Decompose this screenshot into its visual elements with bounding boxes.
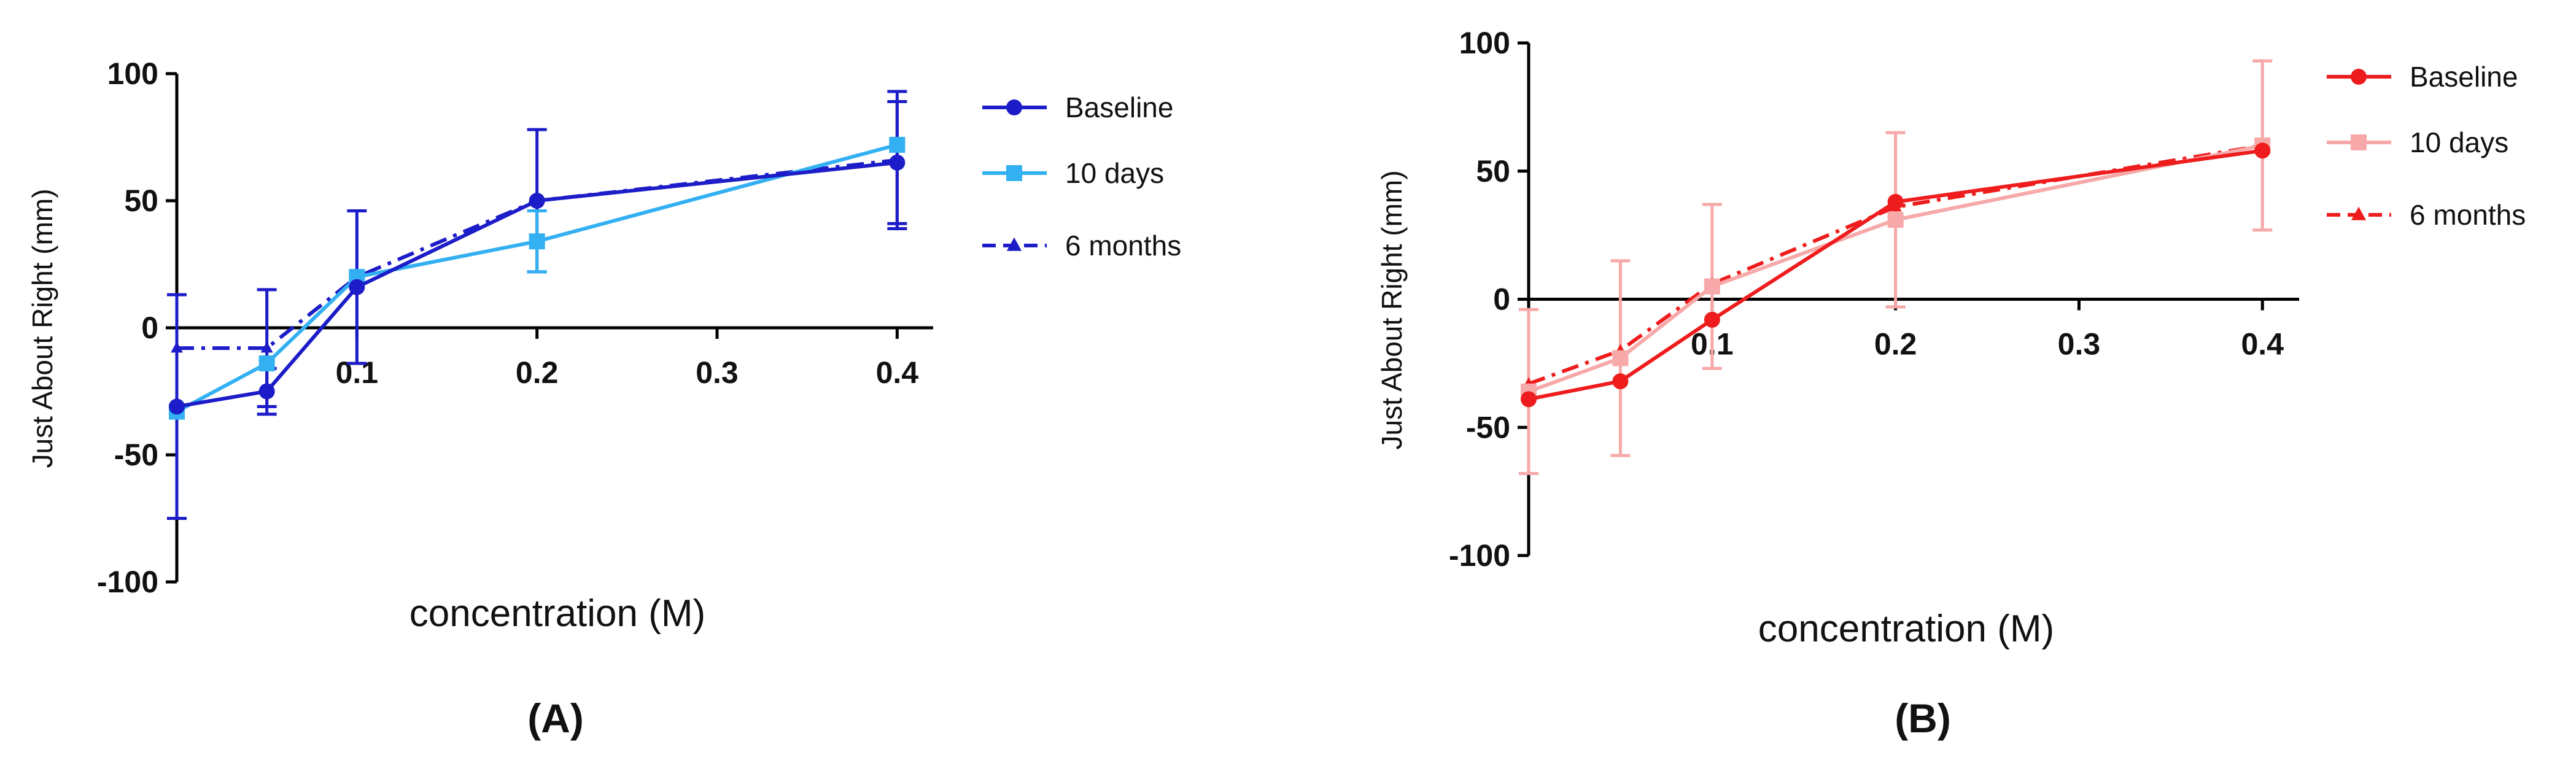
legend-marker [2351, 206, 2367, 220]
data-point [260, 341, 273, 353]
legend-label: 6 months [1065, 230, 1181, 261]
data-point [529, 233, 545, 250]
data-point [529, 193, 545, 209]
legend-marker [2351, 69, 2367, 85]
y-tick-label: 50 [124, 184, 158, 218]
y-axis-label: Just About Right (mm) [1376, 170, 1408, 449]
legend-marker [1006, 99, 1022, 115]
y-tick-label: 0 [141, 311, 158, 345]
x-tick-label: 0.3 [2058, 327, 2101, 362]
data-point [2254, 142, 2271, 159]
data-point [1612, 373, 1629, 390]
legend-label: Baseline [2410, 61, 2518, 93]
y-tick-label: -50 [114, 438, 158, 472]
x-tick-label: 0.4 [876, 355, 919, 390]
y-tick-label: -100 [1449, 538, 1510, 573]
panel-label: (B) [1895, 695, 1951, 741]
data-point [171, 341, 183, 353]
y-axis-label: Just About Right (mm) [26, 188, 58, 468]
data-point [1704, 311, 1720, 328]
data-point [258, 355, 275, 371]
legend-label: 10 days [1065, 157, 1164, 189]
x-axis-label: concentration (M) [409, 592, 705, 635]
data-point [1612, 350, 1629, 366]
data-point [1521, 391, 1537, 408]
legend-label: Baseline [1065, 91, 1173, 123]
chart-panel-b: Just About Right (mm) concentration (M) … [1376, 26, 2526, 741]
chart-panel-a: Just About Right (mm) concentration (M) … [26, 56, 1181, 741]
legend-label: 10 days [2410, 126, 2508, 158]
x-tick-label: 0.4 [2241, 327, 2284, 362]
data-point [889, 136, 906, 153]
y-tick-label: 50 [1476, 154, 1510, 188]
legend-marker [1006, 165, 1022, 181]
y-tick-label: 0 [1493, 282, 1510, 317]
legend-label: 6 months [2410, 199, 2526, 231]
legend-marker [2351, 134, 2367, 150]
data-point [1704, 278, 1720, 295]
y-tick-label: 100 [1459, 26, 1510, 60]
y-tick-label: 100 [107, 56, 158, 91]
data-point [1887, 193, 1904, 210]
x-tick-label: 0.2 [516, 355, 559, 390]
data-point [258, 383, 275, 400]
x-tick-label: 0.3 [696, 355, 739, 390]
data-point [349, 279, 365, 295]
y-tick-label: -50 [1466, 410, 1510, 444]
data-point [1887, 212, 1904, 228]
panel-label: (A) [527, 695, 584, 741]
y-tick-label: -100 [97, 565, 158, 599]
data-point [169, 398, 185, 415]
x-axis-label: concentration (M) [1758, 608, 2054, 650]
data-point [889, 154, 906, 171]
x-tick-label: 0.2 [1874, 327, 1917, 362]
legend-marker [1006, 237, 1022, 251]
